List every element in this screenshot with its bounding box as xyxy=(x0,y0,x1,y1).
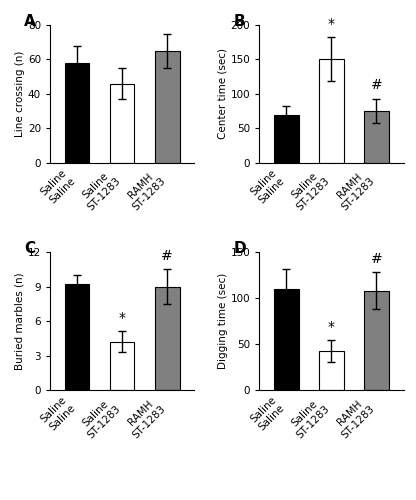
Text: B: B xyxy=(233,14,245,29)
Bar xyxy=(364,291,389,390)
Bar xyxy=(155,51,180,162)
Bar xyxy=(364,111,389,162)
Text: D: D xyxy=(233,241,246,256)
Bar xyxy=(319,60,344,162)
Bar xyxy=(274,289,299,390)
Bar xyxy=(274,114,299,162)
Y-axis label: Buried marbles (n): Buried marbles (n) xyxy=(15,272,25,370)
Y-axis label: Center time (sec): Center time (sec) xyxy=(218,48,228,140)
Text: #: # xyxy=(371,252,382,266)
Text: *: * xyxy=(328,16,335,30)
Bar xyxy=(110,84,134,162)
Y-axis label: Digging time (sec): Digging time (sec) xyxy=(218,273,228,370)
Text: A: A xyxy=(24,14,36,29)
Bar xyxy=(155,286,180,390)
Text: #: # xyxy=(161,248,173,262)
Bar xyxy=(110,342,134,390)
Text: *: * xyxy=(119,310,126,324)
Bar xyxy=(319,352,344,390)
Bar xyxy=(64,63,89,162)
Text: C: C xyxy=(24,241,35,256)
Text: #: # xyxy=(371,78,382,92)
Bar xyxy=(64,284,89,390)
Y-axis label: Line crossing (n): Line crossing (n) xyxy=(15,50,25,137)
Text: *: * xyxy=(328,320,335,334)
